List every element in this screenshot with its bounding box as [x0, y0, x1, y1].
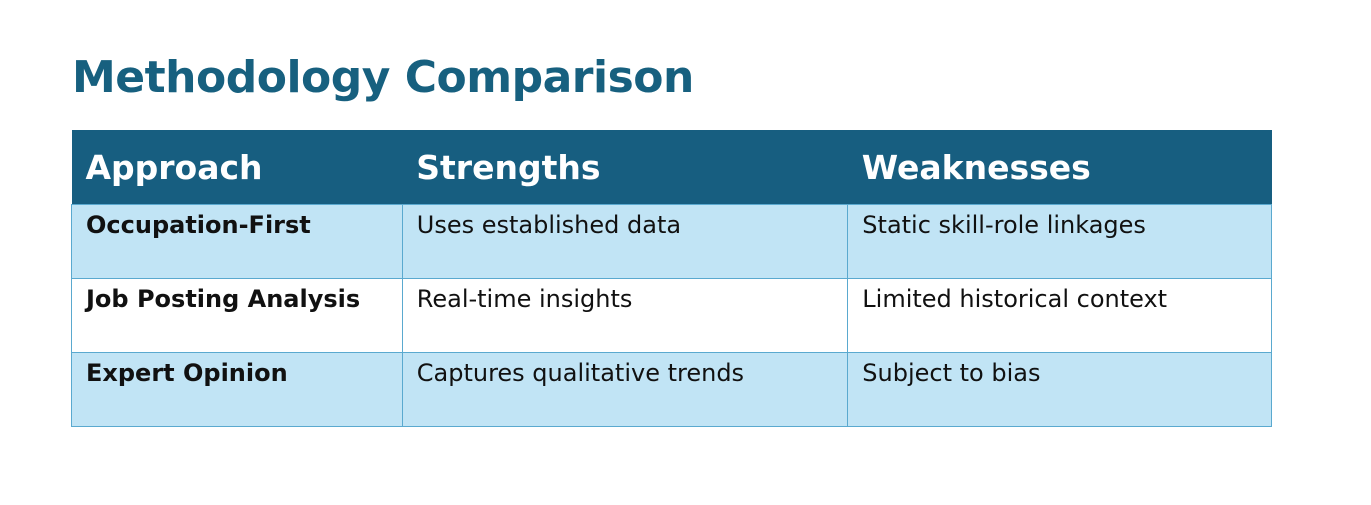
table-row: Expert Opinion Captures qualitative trend… — [71, 352, 1272, 427]
table-cell: Occupation-First — [71, 204, 403, 279]
header-cell: Approach — [71, 130, 403, 205]
table-cell: Static skill-role linkages — [847, 204, 1272, 279]
table-cell: Expert Opinion — [71, 352, 403, 427]
table-row: Job Posting Analysis Real-time insights Li… — [71, 278, 1272, 353]
comparison-table: Approach Strengths Weaknesses Occupation-F… — [71, 130, 1272, 427]
table-cell: Subject to bias — [847, 352, 1272, 427]
header-cell: Weaknesses — [847, 130, 1272, 205]
header-cell: Strengths — [402, 130, 848, 205]
table-cell: Uses established data — [401, 204, 849, 279]
table-cell: Captures qualitative trends — [401, 352, 849, 427]
table-cell: Job Posting Analysis — [71, 278, 403, 353]
header-row: Approach Strengths Weaknesses — [71, 130, 1272, 205]
title: Methodology Comparison — [72, 52, 694, 103]
table-row: Occupation-First Uses established data Sta… — [71, 204, 1272, 279]
table-body: Occupation-First Uses established data Sta… — [71, 204, 1272, 427]
table-cell: Limited historical context — [847, 278, 1272, 353]
table-cell: Real-time insights — [401, 278, 849, 353]
